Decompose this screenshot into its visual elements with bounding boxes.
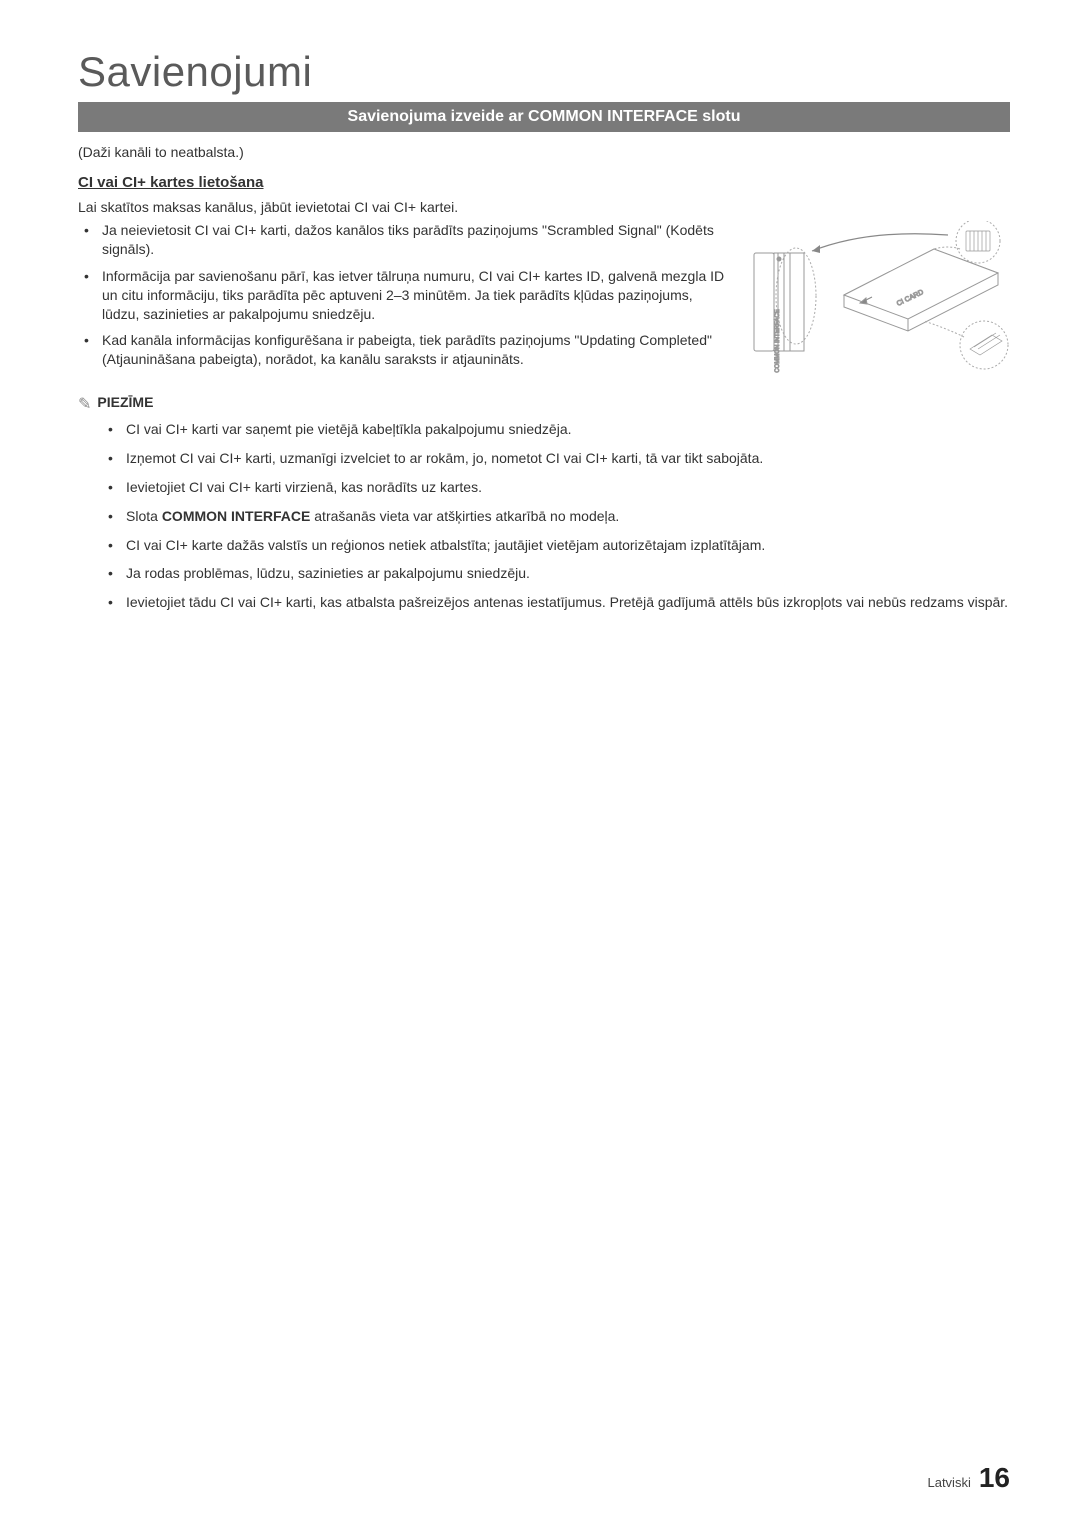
- section-header: Savienojuma izveide ar COMMON INTERFACE …: [78, 102, 1010, 132]
- paren-note: (Daži kanāli to neatbalsta.): [78, 144, 1010, 160]
- footer-page-number: 16: [979, 1462, 1010, 1494]
- ci-card-shape: CI CARD: [844, 249, 998, 331]
- ci-card-diagram: COMMON INTERFACE CI CARD: [748, 221, 1010, 381]
- main-bullet-list: Ja neievietosit CI vai CI+ karti, dažos …: [78, 221, 732, 369]
- arrow-head-icon: [812, 245, 820, 253]
- list-item: Informācija par savienošanu pārī, kas ie…: [102, 267, 732, 324]
- insert-arrow: [812, 234, 948, 251]
- content-row: Ja neievietosit CI vai CI+ karti, dažos …: [78, 221, 1010, 386]
- list-item: Ja rodas problēmas, lūdzu, sazinieties a…: [126, 564, 1010, 583]
- subsection-title: CI vai CI+ kartes lietošana: [78, 174, 1010, 191]
- list-item: Izņemot CI vai CI+ karti, uzmanīgi izvel…: [126, 449, 1010, 468]
- note-icon: ✎: [78, 394, 91, 414]
- note-label: PIEZĪME: [97, 394, 153, 410]
- list-item: Ievietojiet tādu CI vai CI+ karti, kas a…: [126, 593, 1010, 612]
- bold-term: COMMON INTERFACE: [162, 508, 311, 524]
- intro-text: Lai skatītos maksas kanālus, jābūt ievie…: [78, 199, 1010, 215]
- page-title: Savienojumi: [78, 48, 1010, 96]
- slot-highlight: [776, 248, 816, 344]
- diagram-column: COMMON INTERFACE CI CARD: [748, 221, 1010, 386]
- footer-language: Latviski: [927, 1475, 970, 1490]
- page-footer: Latviski 16: [927, 1462, 1010, 1494]
- note-bullet-list: CI vai CI+ karti var saņemt pie vietējā …: [78, 420, 1010, 612]
- list-item: Slota COMMON INTERFACE atrašanās vieta v…: [126, 507, 1010, 526]
- list-item: Kad kanāla informācijas konfigurēšana ir…: [102, 331, 732, 369]
- note-row: ✎ PIEZĪME: [78, 394, 1010, 414]
- list-item: Ja neievietosit CI vai CI+ karti, dažos …: [102, 221, 732, 259]
- list-item: CI vai CI+ karti var saņemt pie vietējā …: [126, 420, 1010, 439]
- text-column: Ja neievietosit CI vai CI+ karti, dažos …: [78, 221, 732, 386]
- list-item: Ievietojiet CI vai CI+ karti virzienā, k…: [126, 478, 1010, 497]
- list-item: CI vai CI+ karte dažās valstīs un reģion…: [126, 536, 1010, 555]
